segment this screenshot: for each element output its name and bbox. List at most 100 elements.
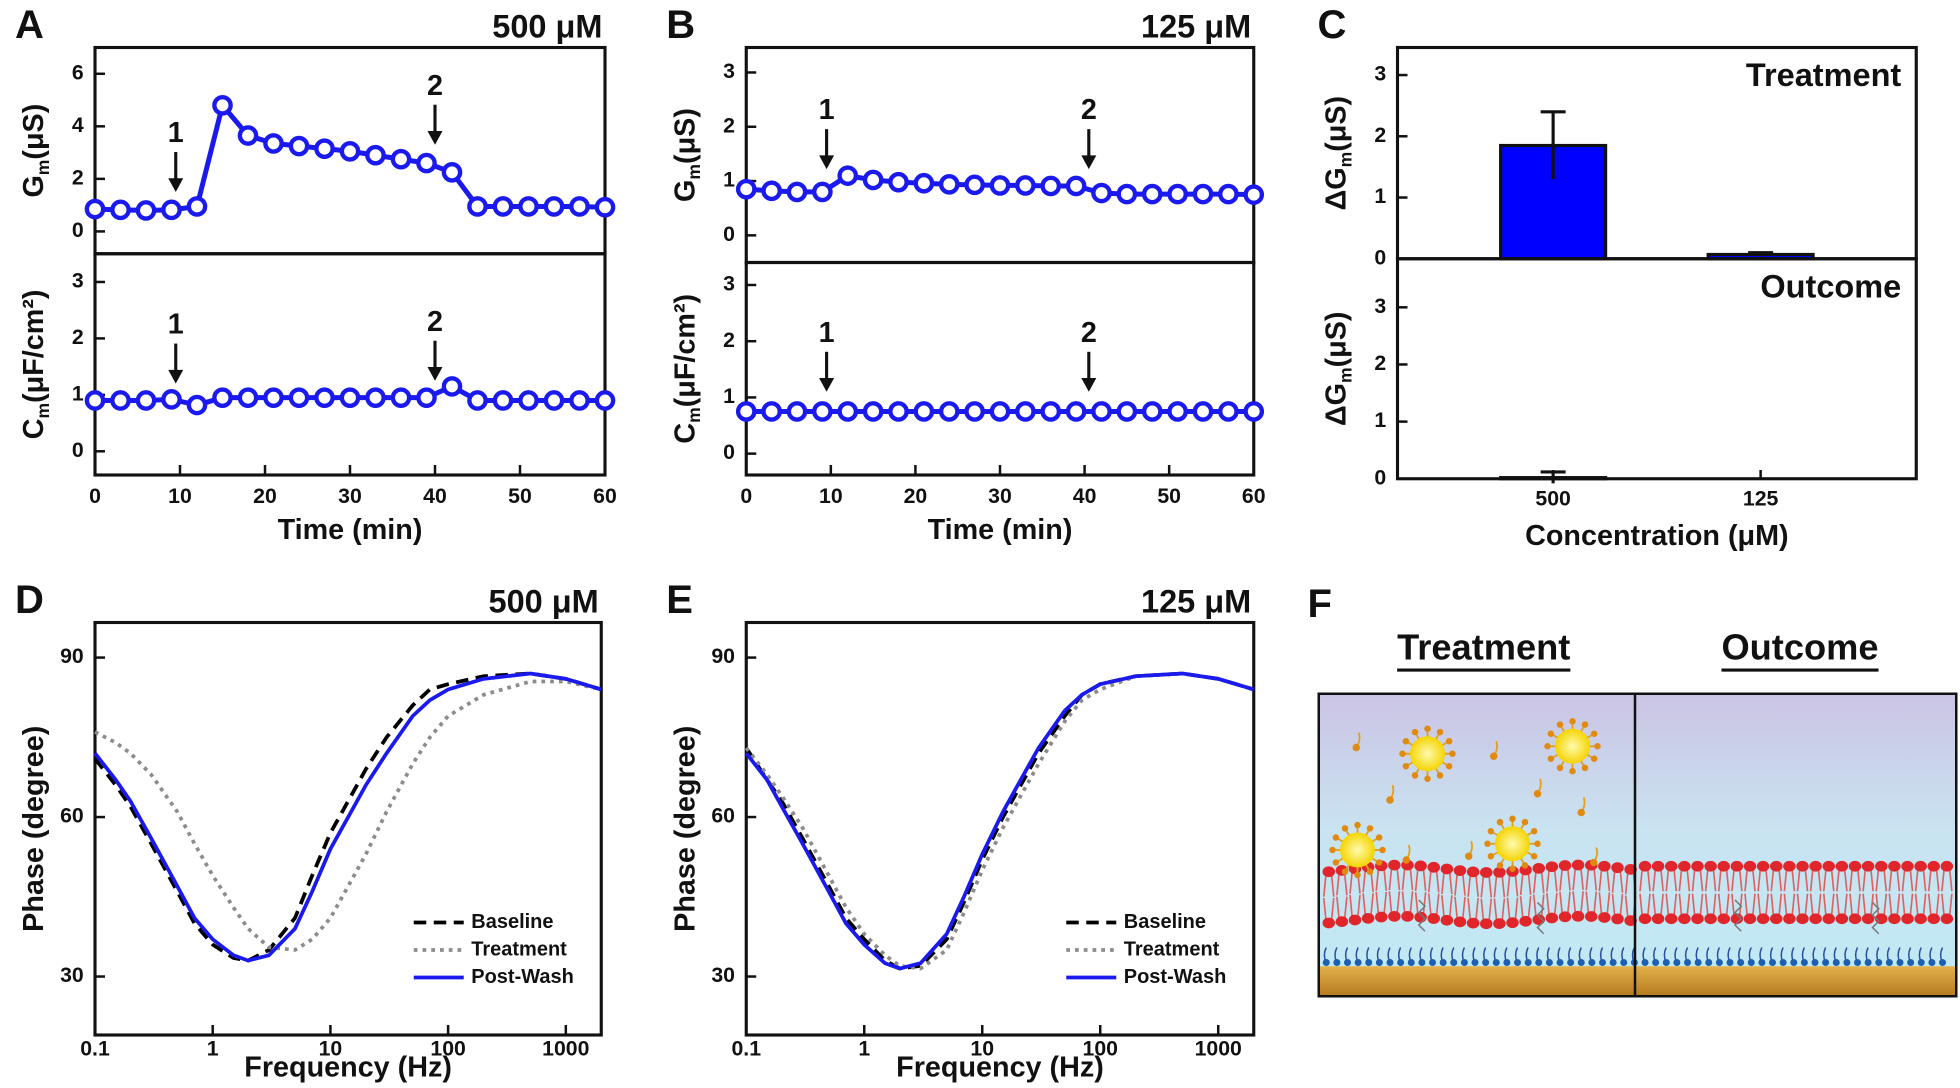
y-tick-label: 3 bbox=[723, 272, 735, 296]
free-ligand-head bbox=[1465, 852, 1473, 860]
particle-ligand-head bbox=[1544, 743, 1551, 750]
lipid-head bbox=[1796, 860, 1809, 872]
free-ligand-head bbox=[1590, 858, 1598, 867]
lipid-head bbox=[1638, 860, 1652, 872]
data-point bbox=[1141, 401, 1163, 422]
data-point bbox=[812, 401, 833, 422]
x-tick-label: 10 bbox=[819, 484, 843, 508]
data-point bbox=[314, 387, 335, 408]
tether-head bbox=[1896, 959, 1904, 966]
series-line bbox=[93, 671, 602, 963]
tether-head bbox=[1407, 959, 1415, 966]
lipid-head bbox=[1678, 913, 1691, 925]
lipid-head bbox=[1783, 913, 1796, 925]
particle-ligand-head bbox=[1569, 718, 1576, 725]
x-tick-label: 20 bbox=[904, 484, 928, 508]
data-point bbox=[1218, 183, 1239, 205]
particle-ligand-head bbox=[1354, 871, 1361, 879]
data-point bbox=[786, 181, 808, 203]
lipid-head bbox=[1401, 911, 1414, 922]
data-point bbox=[1091, 182, 1112, 204]
particle-ligand-head bbox=[1411, 772, 1419, 779]
data-point bbox=[288, 135, 310, 157]
tether-head bbox=[1652, 959, 1660, 966]
lipid-head bbox=[1848, 913, 1862, 925]
data-point bbox=[1015, 401, 1036, 422]
heading: Outcome bbox=[1721, 627, 1878, 668]
data-point bbox=[135, 200, 157, 221]
tether-head bbox=[1354, 959, 1362, 966]
data-point bbox=[237, 387, 259, 408]
lipid-head bbox=[1704, 860, 1717, 872]
tether-head bbox=[1758, 959, 1766, 966]
lipid-head bbox=[1558, 860, 1572, 871]
lipid-head bbox=[1480, 918, 1493, 930]
data-point bbox=[569, 390, 590, 411]
y-axis-label-unit: (μS) bbox=[1320, 96, 1352, 152]
y-tick-label: 4 bbox=[72, 113, 84, 137]
particle-ligand-head bbox=[1375, 834, 1383, 841]
tether-head bbox=[1535, 959, 1543, 966]
plot-frame bbox=[1395, 257, 1918, 481]
data-point bbox=[263, 133, 284, 154]
x-tick-label: 50 bbox=[508, 484, 532, 508]
lipid-head bbox=[1756, 913, 1770, 925]
lipid-head bbox=[1888, 860, 1901, 872]
free-ligand-head bbox=[1386, 796, 1394, 804]
lipid-head bbox=[1914, 860, 1927, 872]
series-line bbox=[94, 679, 602, 952]
data-point bbox=[110, 390, 131, 411]
tether-head bbox=[1928, 959, 1936, 966]
particle-ligand-head bbox=[1556, 764, 1564, 772]
cholesterol bbox=[1733, 899, 1743, 932]
particle-ligand-head bbox=[1530, 828, 1538, 835]
tether-head bbox=[1715, 959, 1723, 966]
data-point bbox=[1192, 401, 1214, 422]
data-point bbox=[1243, 184, 1265, 205]
data-point bbox=[862, 401, 884, 422]
data-point bbox=[888, 401, 909, 422]
lipid-head bbox=[1678, 860, 1691, 872]
particle-ligand-head bbox=[1547, 730, 1555, 737]
y-tick-label: 2 bbox=[723, 328, 735, 352]
particle-ligand-head bbox=[1487, 853, 1495, 860]
lipid-head bbox=[1519, 915, 1532, 927]
data-point bbox=[913, 172, 935, 194]
data-point bbox=[1243, 401, 1265, 422]
lipid-head bbox=[1783, 860, 1796, 872]
x-axis-label: Frequency (Hz) bbox=[896, 1051, 1104, 1083]
x-tick-label: 0 bbox=[89, 484, 101, 508]
panel-title: 500 μM bbox=[492, 8, 602, 44]
plot-frame bbox=[744, 620, 1256, 1037]
lipid-head bbox=[1927, 913, 1940, 925]
y-axis-label: Gm(μS) bbox=[669, 108, 704, 202]
data-point bbox=[569, 196, 590, 217]
data-point bbox=[1116, 401, 1138, 422]
lipid-head bbox=[1453, 865, 1467, 876]
data-point bbox=[365, 144, 386, 166]
x-tick-label: 40 bbox=[1073, 484, 1097, 508]
data-point bbox=[761, 401, 782, 422]
particle-ligand-head bbox=[1341, 825, 1349, 832]
tether-head bbox=[1811, 959, 1819, 966]
y-tick-label: 1 bbox=[1374, 408, 1386, 432]
y-tick-label: 2 bbox=[1374, 123, 1386, 147]
lipid-head bbox=[1770, 860, 1783, 872]
legend-label: Baseline bbox=[1124, 911, 1206, 933]
y-axis-label-sub: m bbox=[684, 407, 704, 423]
y-axis-label-base: Phase (degree) bbox=[669, 726, 701, 932]
lipid-head bbox=[1770, 913, 1783, 925]
y-tick-label: 90 bbox=[60, 644, 84, 668]
particle-ligand-head bbox=[1521, 818, 1529, 826]
y-axis-label: Phase (degree) bbox=[18, 726, 50, 932]
nanoparticle bbox=[1340, 832, 1375, 868]
tether-head bbox=[1662, 959, 1670, 966]
series-line bbox=[744, 671, 1255, 971]
particle-ligand-head bbox=[1530, 853, 1538, 860]
particle-ligand-head bbox=[1590, 730, 1598, 737]
particle-ligand-head bbox=[1341, 868, 1349, 875]
lipid-head bbox=[1927, 860, 1940, 872]
cholesterol bbox=[1417, 899, 1427, 932]
x-tick-label: 0.1 bbox=[731, 1037, 761, 1061]
